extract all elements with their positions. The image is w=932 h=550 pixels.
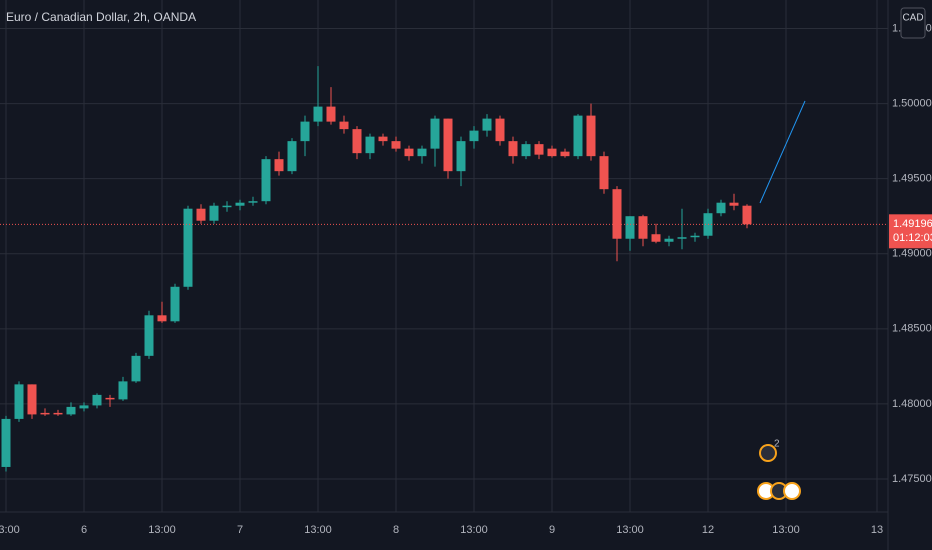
- candle-body: [53, 412, 63, 415]
- candle-body: [443, 118, 453, 172]
- x-tick-label: 13:00: [772, 524, 800, 536]
- x-tick-label: 12: [702, 524, 714, 536]
- candle-body: [716, 202, 726, 214]
- candles: [1, 66, 752, 472]
- candle-body: [92, 394, 102, 406]
- candle-body: [430, 118, 440, 149]
- axes: 1.47500 1.48000 1.48500 1.49000 1.49500 1.500…: [0, 7, 932, 536]
- candle-body: [300, 121, 310, 142]
- candle-body: [482, 118, 492, 131]
- last-price-box: [889, 214, 932, 249]
- candle-body: [118, 381, 128, 400]
- candle-body: [365, 136, 375, 154]
- candle-body: [326, 106, 336, 122]
- candle-body: [287, 141, 297, 172]
- x-tick-label: 13:00: [616, 524, 644, 536]
- candle-body: [131, 355, 141, 382]
- candle-body: [742, 205, 752, 225]
- candle-body: [261, 159, 271, 202]
- candle-body: [651, 234, 661, 242]
- trend-line[interactable]: [759, 100, 806, 204]
- candle-body: [274, 159, 284, 172]
- candle-body: [729, 202, 739, 206]
- candle-body: [404, 148, 414, 157]
- candle-body: [521, 144, 531, 157]
- x-tick-label: 13:00: [304, 524, 332, 536]
- candle-body: [248, 201, 258, 203]
- x-tick-label: 6: [81, 524, 87, 536]
- candle-body: [378, 136, 388, 142]
- candle-body: [339, 121, 349, 130]
- y-tick-label: 1.50000: [892, 98, 932, 110]
- candle-body: [1, 418, 11, 467]
- chart-title: Euro / Canadian Dollar, 2h, OANDA: [6, 10, 196, 24]
- currency-box: [900, 7, 926, 39]
- candle-body: [157, 315, 167, 322]
- x-tick-label: 7: [237, 524, 243, 536]
- candle-body: [66, 406, 76, 415]
- countdown: 01:12:03: [893, 232, 932, 244]
- candle-body: [235, 202, 245, 206]
- candle-body: [209, 205, 219, 221]
- x-tick-label: 13:00: [460, 524, 488, 536]
- candle-body: [313, 106, 323, 122]
- candle-body: [417, 148, 427, 157]
- candle-body: [664, 238, 674, 242]
- last-price-label: 1.49196: [893, 218, 932, 230]
- event-icons[interactable]: 2: [757, 439, 801, 500]
- candle-body: [547, 148, 557, 157]
- candle-body: [40, 412, 50, 415]
- x-tick-label: 9: [549, 524, 555, 536]
- candle-body: [690, 235, 700, 238]
- candle-body: [14, 384, 24, 419]
- candle-body: [638, 216, 648, 239]
- candle-body: [560, 151, 570, 157]
- candle-body: [469, 130, 479, 142]
- candle-body: [79, 405, 89, 409]
- y-tick-label: 1.47500: [892, 473, 932, 485]
- event-count: 2: [774, 439, 780, 450]
- candle-body: [105, 397, 115, 400]
- candle-body: [534, 144, 544, 155]
- candle-body: [456, 141, 466, 172]
- y-tick-label: 1.48000: [892, 398, 932, 410]
- event-icon[interactable]: [783, 482, 801, 500]
- candle-body: [27, 384, 37, 415]
- x-tick-label: 13:00: [148, 524, 176, 536]
- x-tick-label: 8: [393, 524, 399, 536]
- candle-body: [677, 237, 687, 239]
- candle-body: [391, 141, 401, 149]
- y-tick-label: 1.48500: [892, 323, 932, 335]
- candle-body: [352, 129, 362, 154]
- y-tick-label: 1.49500: [892, 173, 932, 185]
- candle-body: [573, 115, 583, 157]
- candle-body: [508, 141, 518, 157]
- candle-body: [625, 216, 635, 239]
- x-tick-label: 13: [871, 524, 883, 536]
- candle-body: [183, 208, 193, 287]
- candle-body: [612, 189, 622, 239]
- candle-body: [222, 205, 232, 208]
- candle-body: [170, 286, 180, 322]
- x-tick-label: 13:00: [0, 524, 20, 536]
- currency-label[interactable]: CAD: [902, 13, 923, 24]
- candle-body: [586, 115, 596, 157]
- candle-body: [599, 156, 609, 190]
- candle-body: [495, 118, 505, 142]
- y-tick-label: 1.49000: [892, 248, 932, 260]
- event-icon[interactable]: [759, 444, 777, 462]
- candle-body: [196, 208, 206, 221]
- candle-body: [144, 315, 154, 356]
